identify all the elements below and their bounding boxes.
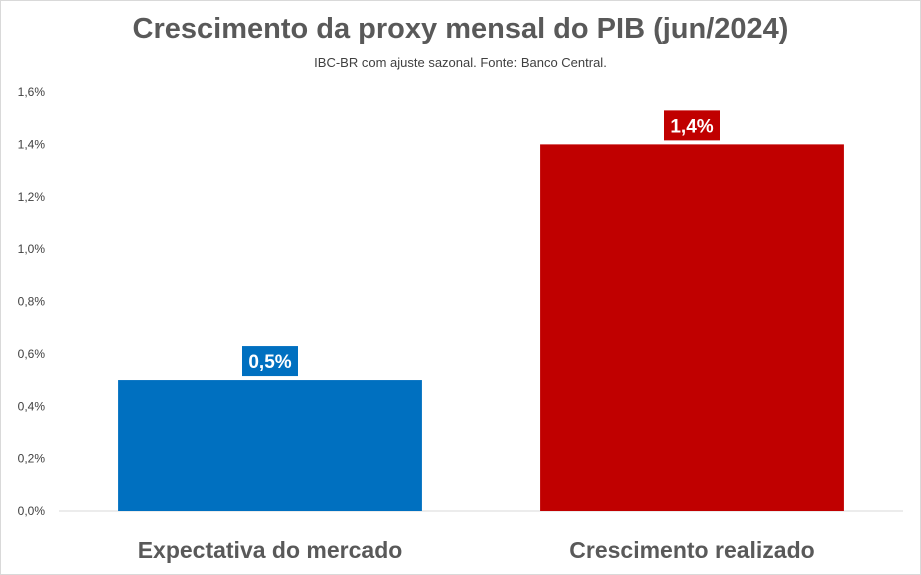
data-label: 1,4%	[670, 116, 713, 137]
y-tick-label: 1,4%	[18, 137, 46, 151]
y-tick-label: 1,2%	[18, 190, 46, 204]
bar-1	[118, 380, 422, 511]
chart-subtitle: IBC-BR com ajuste sazonal. Fonte: Banco …	[314, 55, 607, 70]
y-tick-label: 1,6%	[18, 85, 46, 99]
data-label: 0,5%	[248, 352, 291, 373]
y-tick-label: 0,4%	[18, 399, 46, 413]
category-label: Crescimento realizado	[569, 537, 814, 563]
y-tick-label: 1,0%	[18, 242, 46, 256]
data-label-box	[664, 110, 720, 141]
chart-title: Crescimento da proxy mensal do PIB (jun/…	[132, 13, 789, 45]
data-label-box	[242, 346, 298, 377]
category-label: Expectativa do mercado	[138, 537, 403, 563]
y-tick-label: 0,6%	[18, 347, 46, 361]
y-tick-label: 0,2%	[18, 452, 46, 466]
y-tick-label: 0,0%	[18, 504, 46, 518]
bar-2	[540, 144, 844, 511]
y-tick-label: 0,8%	[18, 295, 46, 309]
